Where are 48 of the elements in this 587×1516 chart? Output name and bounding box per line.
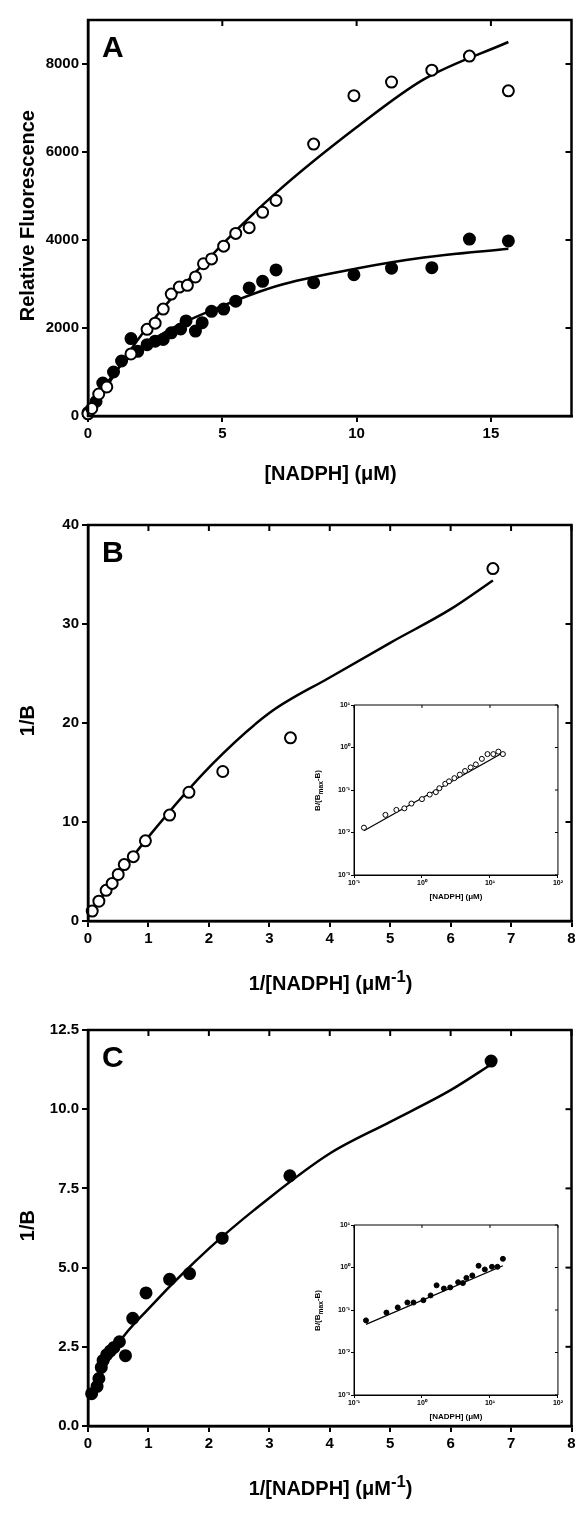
- y-tick-label: 40: [62, 515, 79, 533]
- x-tick-label: 2: [204, 1434, 214, 1452]
- x-axis-title: [NADPH] (μM): [263, 462, 398, 485]
- y-tick-label: 10: [62, 812, 79, 830]
- x-tick-label: 4: [325, 1434, 335, 1452]
- x-tick-label: 7: [506, 1434, 516, 1452]
- x-tick-label: 3: [265, 929, 274, 947]
- x-tick-label: 5: [218, 424, 227, 442]
- x-tick-label: 6: [446, 1434, 455, 1452]
- y-tick-label: 2000: [45, 318, 79, 336]
- x-tick-label: 5: [386, 1434, 395, 1452]
- x-tick-label: 4: [325, 929, 335, 947]
- x-tick-label: 8: [567, 929, 576, 947]
- y-axis-title: Relative Fluorescence: [15, 110, 39, 322]
- chart-title: A: [102, 30, 124, 64]
- y-tick-label: 8000: [45, 54, 79, 72]
- x-tick-label: 2: [204, 929, 214, 947]
- x-axis-title: [NADPH] (μM): [428, 1412, 484, 1421]
- x-tick-label: 5: [386, 929, 395, 947]
- y-tick-label: 20: [62, 713, 79, 731]
- x-tick-label: 8: [567, 1434, 576, 1452]
- x-tick-label: 15: [482, 424, 500, 442]
- y-tick-label: 4000: [45, 230, 79, 248]
- x-tick-label: 0: [83, 1434, 93, 1452]
- y-tick-label: 12.5: [49, 1020, 79, 1038]
- x-tick-label: 0: [83, 424, 93, 442]
- y-tick-label: 0.0: [58, 1416, 79, 1434]
- x-tick-label: 7: [506, 929, 516, 947]
- y-tick-label: 0: [70, 406, 79, 424]
- y-tick-label: 2.5: [58, 1336, 79, 1354]
- x-tick-label: 0: [83, 929, 93, 947]
- y-tick-label: 6000: [45, 142, 79, 160]
- x-axis-title: [NADPH] (μM): [428, 892, 484, 901]
- x-tick-label: 6: [446, 929, 455, 947]
- x-axis-title: 1/[NADPH] (μM$^{-1}$): [247, 967, 414, 995]
- y-tick-label: 30: [62, 614, 79, 632]
- x-tick-label: 1: [144, 1434, 153, 1452]
- chart-title: C: [102, 1040, 124, 1074]
- y-axis-title: 1/B: [15, 705, 39, 737]
- x-tick-label: 3: [265, 1434, 274, 1452]
- y-tick-label: 10.0: [49, 1099, 79, 1117]
- x-axis-title: 1/[NADPH] (μM$^{-1}$): [247, 1472, 414, 1500]
- y-tick-label: 0: [70, 911, 79, 929]
- y-tick-label: 5.0: [58, 1257, 79, 1275]
- x-tick-label: 1: [144, 929, 153, 947]
- chart-title: B: [102, 535, 124, 569]
- y-axis-title: 1/B: [15, 1210, 39, 1242]
- y-tick-label: 7.5: [58, 1178, 79, 1196]
